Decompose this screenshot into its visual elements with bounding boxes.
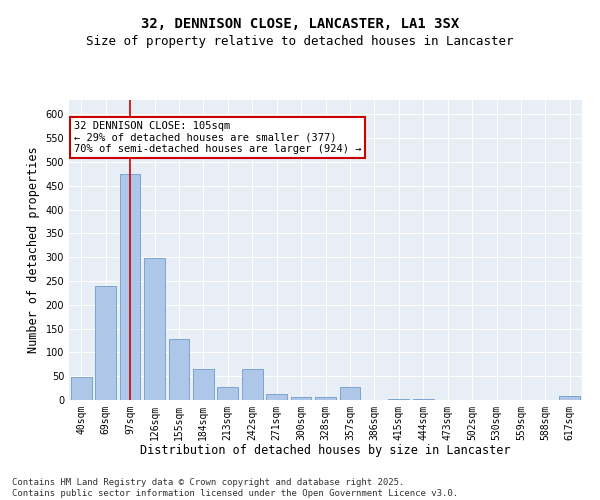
Text: 32 DENNISON CLOSE: 105sqm
← 29% of detached houses are smaller (377)
70% of semi: 32 DENNISON CLOSE: 105sqm ← 29% of detac…	[74, 121, 362, 154]
Bar	[169, 339, 190, 400]
Bar	[290, 396, 311, 400]
Text: Contains HM Land Registry data © Crown copyright and database right 2025.
Contai: Contains HM Land Registry data © Crown c…	[12, 478, 458, 498]
Bar	[95, 286, 116, 400]
Bar	[144, 258, 165, 400]
Bar	[559, 396, 580, 400]
Text: 32, DENNISON CLOSE, LANCASTER, LA1 3SX: 32, DENNISON CLOSE, LANCASTER, LA1 3SX	[141, 18, 459, 32]
Y-axis label: Number of detached properties: Number of detached properties	[27, 146, 40, 354]
Bar	[71, 377, 92, 400]
Bar	[340, 387, 361, 400]
Bar	[119, 174, 140, 400]
Text: Size of property relative to detached houses in Lancaster: Size of property relative to detached ho…	[86, 35, 514, 48]
Bar	[193, 369, 214, 400]
Bar	[217, 386, 238, 400]
Bar	[388, 399, 409, 400]
Bar	[266, 394, 287, 400]
Bar	[315, 397, 336, 400]
X-axis label: Distribution of detached houses by size in Lancaster: Distribution of detached houses by size …	[140, 444, 511, 458]
Bar	[413, 399, 434, 400]
Bar	[242, 369, 263, 400]
